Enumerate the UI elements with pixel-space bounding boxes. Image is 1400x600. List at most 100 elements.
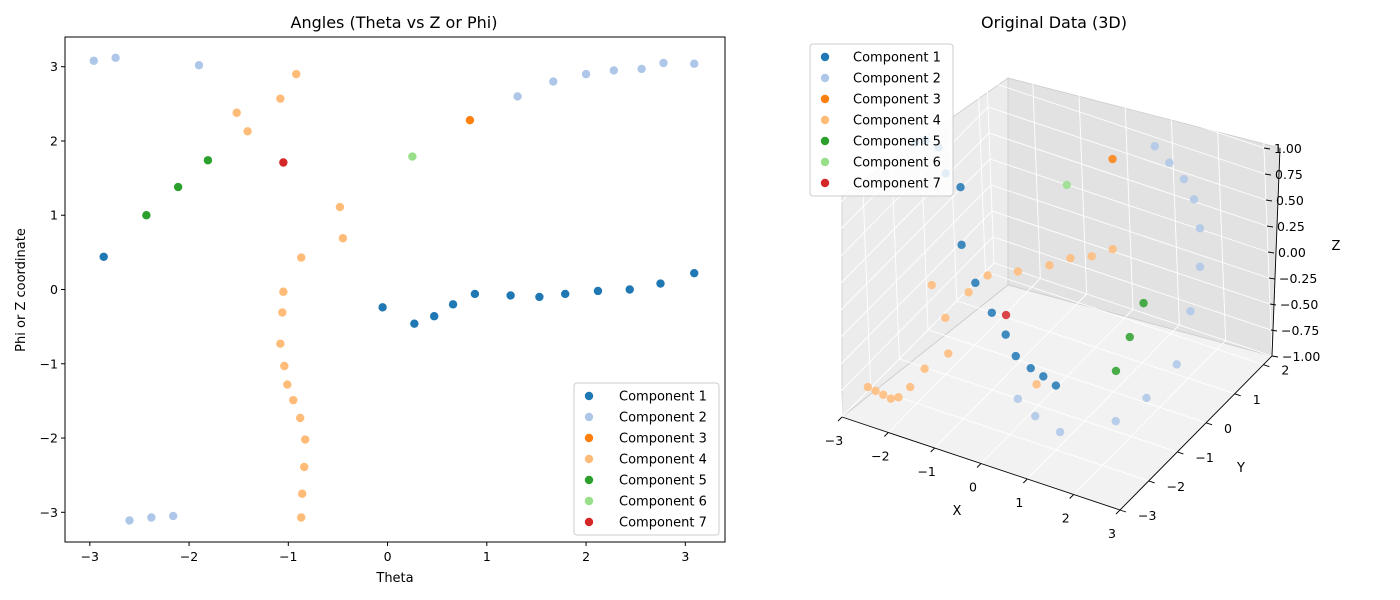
data-point [1150,142,1159,151]
data-point [338,234,348,243]
x-tick [1069,494,1074,499]
grid-line [837,158,1269,314]
data-point [173,182,183,192]
data-point [283,380,292,389]
y-tick [1148,480,1155,484]
data-point [1026,363,1035,373]
legend-box [809,43,954,197]
y-tick-label: −2 [40,431,58,446]
legend-marker [584,496,594,506]
legend-marker [820,73,830,83]
data-point [637,64,646,74]
data-point [470,289,480,299]
legend-box [573,382,720,536]
x-tick-label: −1 [917,464,935,479]
data-point [1066,254,1075,263]
z-tick-label: 0.75 [1275,167,1303,182]
legend-label: Component 1 [619,390,707,405]
legend-marker [584,475,594,485]
data-point [1051,381,1061,390]
data-point [296,413,305,423]
y-tick-label: 1 [50,208,58,223]
data-point [535,292,544,302]
y-tick-label: −3 [1138,508,1156,523]
y-axis-line [1119,355,1273,511]
data-point [125,516,134,525]
data-point [957,240,966,250]
z-tick [1267,251,1275,254]
chart-title: Original Data (3D) [981,13,1127,32]
data-point [549,77,558,86]
y-tick [1234,393,1241,397]
data-point [1195,262,1205,272]
data-point [448,300,458,309]
y-tick-label: −1 [1195,450,1213,465]
data-point [1142,393,1151,403]
legend-label: Component 4 [853,114,941,129]
x-tick-label: −3 [81,549,99,564]
y-tick-label: 0 [50,282,58,297]
data-point [335,202,345,212]
data-point [1045,261,1054,270]
data-point [1172,360,1181,369]
z-tick [1268,277,1276,280]
y-tick-label: −1 [40,356,58,371]
chart-title: Angles (Theta vs Z or Phi) [291,13,498,32]
y-tick-label: 2 [50,133,58,148]
data-point [971,278,980,288]
data-point [1189,195,1199,204]
data-point [276,339,285,348]
data-point [987,308,997,317]
legend-label: Component 4 [619,453,707,468]
data-point [1108,154,1117,164]
data-point [289,395,298,405]
y-axis-label: Y [1236,461,1245,476]
data-point [292,69,301,79]
x-tick-label: 1 [483,549,491,564]
legend: Component 1 Component 2 Component 3 Compone… [809,43,954,197]
data-point [410,319,419,328]
y-tick [1119,509,1127,513]
data-point [1179,174,1189,184]
z-tick-label: −0.75 [1281,323,1319,338]
legend-label: Component 6 [853,156,941,171]
z-tick-label: 0.00 [1278,245,1306,260]
data-point [561,289,570,299]
data-point [1111,366,1121,376]
data-point [408,152,417,161]
data-point [871,386,880,396]
data-point [690,268,699,278]
data-point [1165,158,1174,167]
original-3d-chart: Original Data (3D) −3−2−10123−3−2−1012−1… [809,13,1341,541]
y-tick-label: 0 [1224,421,1232,436]
x-tick-label: 1 [1015,495,1023,510]
data-point [279,287,288,296]
legend-marker [584,517,594,527]
legend-label: Component 3 [853,93,941,108]
x-tick [837,416,843,422]
data-point [1001,310,1011,320]
z-tick [1271,355,1279,358]
data-point [168,511,178,521]
data-point [906,382,915,392]
grid-line [838,184,1270,340]
y-tick [1263,364,1270,368]
legend-marker [820,115,830,125]
z-tick [1270,329,1278,332]
data-point [280,361,289,371]
y-tick-label: 1 [1253,392,1261,407]
x-tick [976,463,982,468]
data-point [941,313,950,323]
legend-label: Component 6 [619,495,707,510]
legend-label: Component 1 [853,51,941,66]
grid-line [841,262,1273,418]
data-point [232,108,241,117]
z-tick [1265,199,1273,202]
data-point [863,382,873,392]
legend-label: Component 7 [853,177,941,192]
legend-label: Component 2 [853,72,941,87]
angles-chart: Angles (Theta vs Z or Phi) −3 −2 −1 0 1 2 3 −3 −… [14,13,726,586]
data-point [609,66,619,75]
data-point [297,253,306,262]
